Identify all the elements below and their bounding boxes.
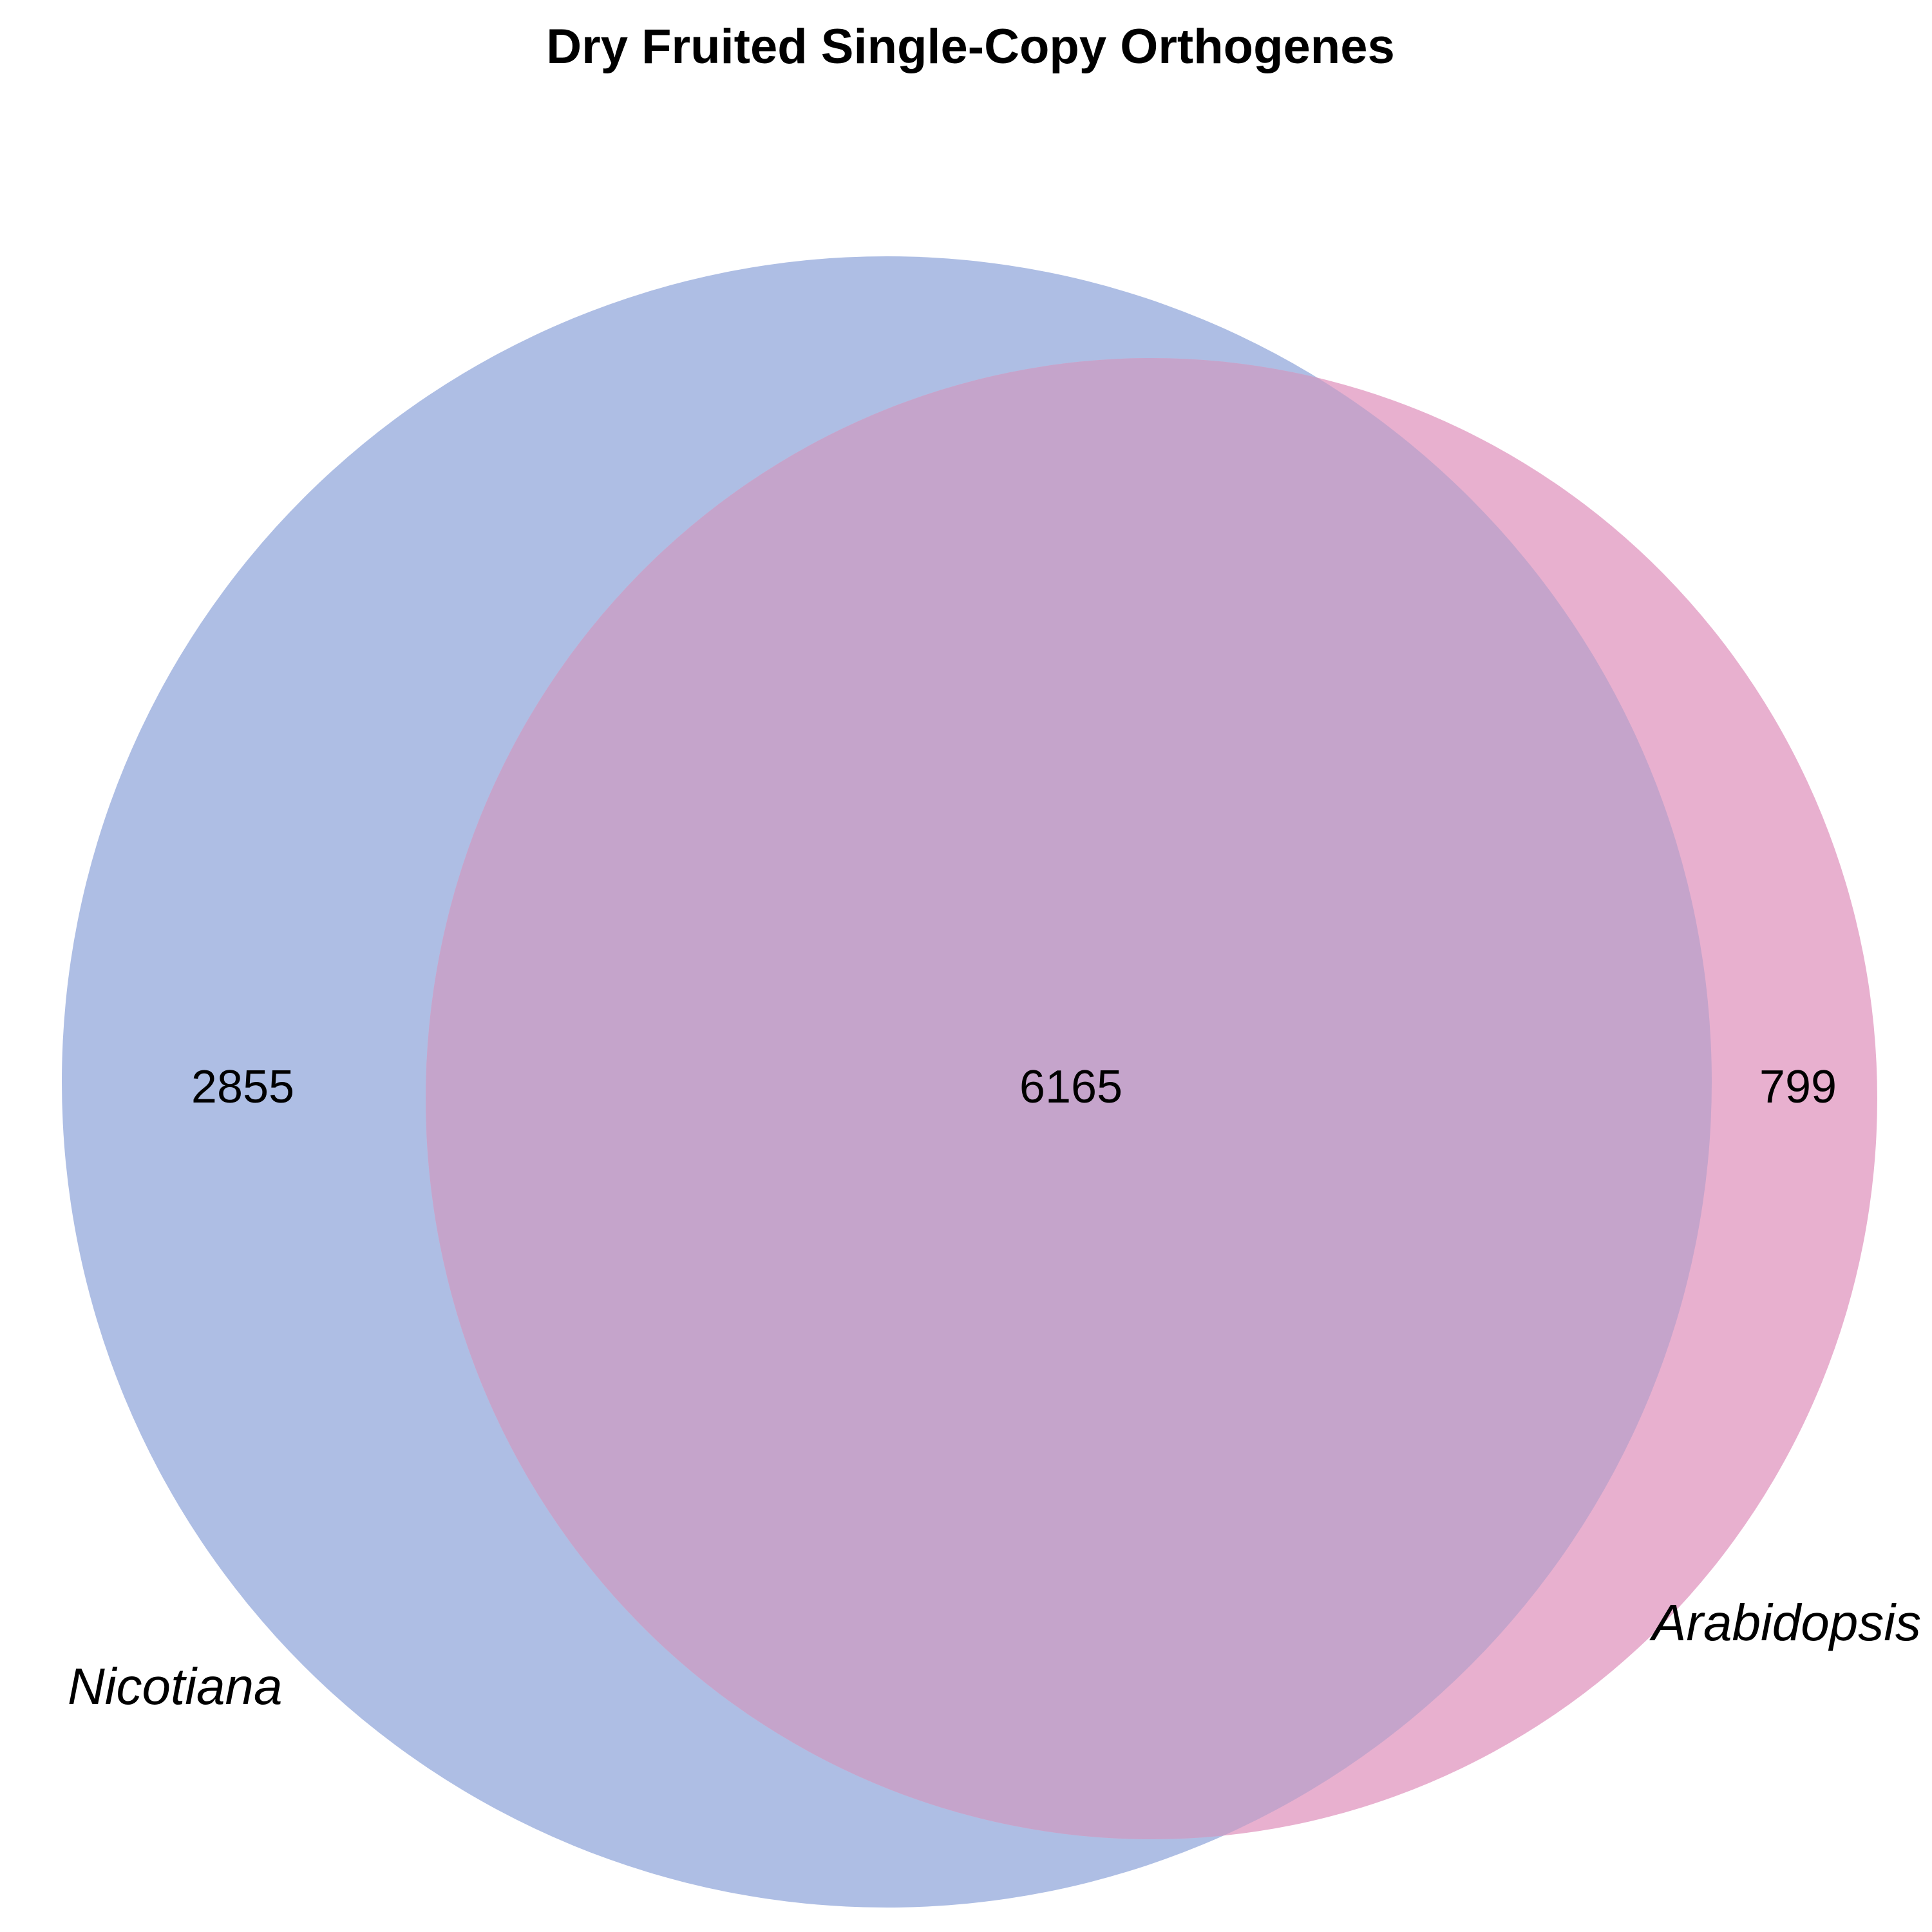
nicotiana-label: Nicotiana: [68, 1658, 283, 1715]
shared-count: 6165: [1019, 1061, 1122, 1113]
arabidopsis-label: Arabidopsis: [1649, 1594, 1921, 1651]
diagram-title: Dry Fruited Single-Copy Orthogenes: [546, 19, 1394, 74]
nicotiana-only-count: 2855: [191, 1061, 294, 1113]
overlap-region: [426, 358, 1712, 1839]
arabidopsis-only-count: 799: [1759, 1061, 1837, 1113]
